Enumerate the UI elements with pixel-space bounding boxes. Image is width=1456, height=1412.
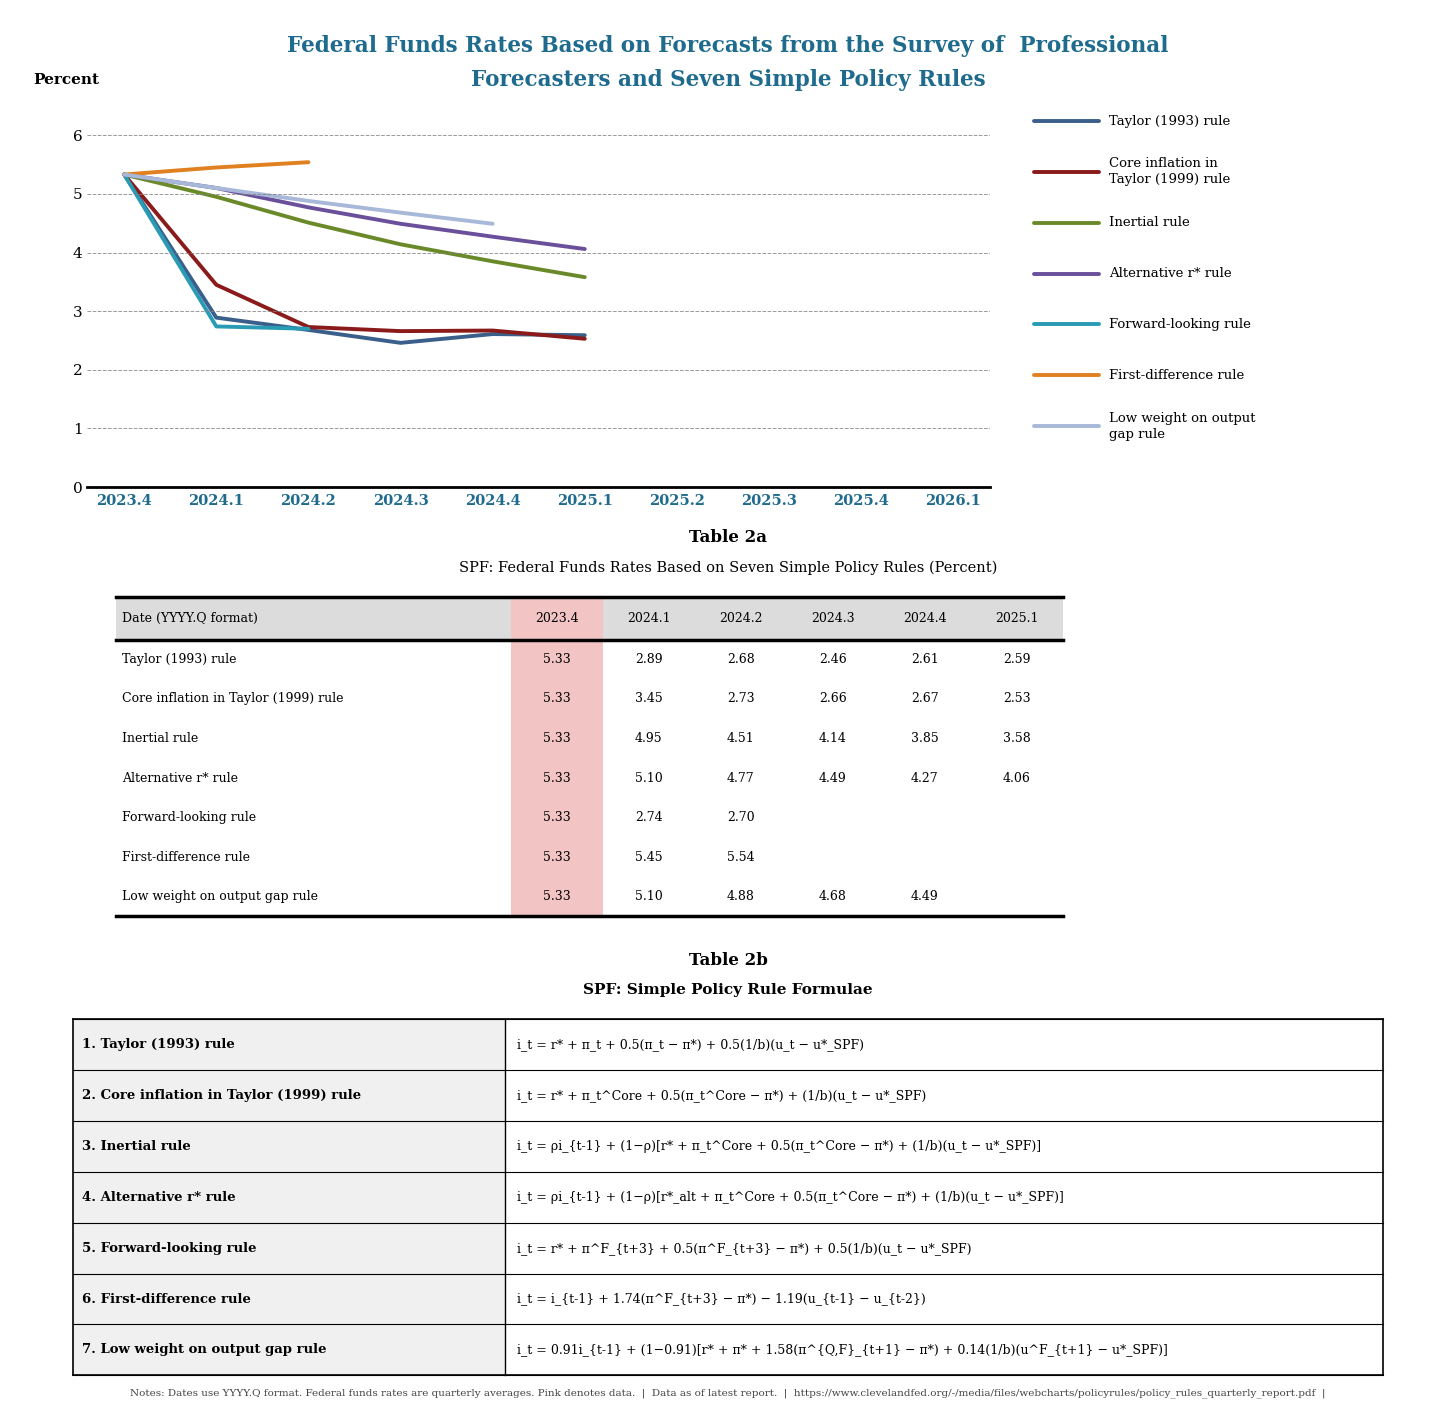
Text: 2024.4: 2024.4 xyxy=(903,611,946,626)
Text: Taylor (1993) rule: Taylor (1993) rule xyxy=(1109,114,1230,127)
Text: Alternative r* rule: Alternative r* rule xyxy=(122,771,239,785)
Text: 5.33: 5.33 xyxy=(543,731,571,746)
Text: 5.33: 5.33 xyxy=(543,692,571,706)
Text: Core inflation in
Taylor (1999) rule: Core inflation in Taylor (1999) rule xyxy=(1109,158,1230,186)
Text: 5.54: 5.54 xyxy=(727,850,754,864)
Text: 4.77: 4.77 xyxy=(727,771,754,785)
Text: Federal Funds Rates Based on Forecasts from the Survey of  Professional: Federal Funds Rates Based on Forecasts f… xyxy=(287,35,1169,58)
Text: 2.67: 2.67 xyxy=(911,692,939,706)
Text: 5.33: 5.33 xyxy=(543,890,571,904)
Text: i_t = r* + π_t + 0.5(π_t − π*) + 0.5(1/b)(u_t − u*_SPF): i_t = r* + π_t + 0.5(π_t − π*) + 0.5(1/b… xyxy=(517,1038,863,1052)
Text: Core inflation in Taylor (1999) rule: Core inflation in Taylor (1999) rule xyxy=(122,692,344,706)
Text: 5.45: 5.45 xyxy=(635,850,662,864)
Text: i_t = ρi_{t-1} + (1−ρ)[r* + π_t^Core + 0.5(π_t^Core − π*) + (1/b)(u_t − u*_SPF)]: i_t = ρi_{t-1} + (1−ρ)[r* + π_t^Core + 0… xyxy=(517,1139,1041,1154)
Text: 4.27: 4.27 xyxy=(911,771,939,785)
Text: i_t = 0.91i_{t-1} + (1−0.91)[r* + π* + 1.58(π^{Q,F}_{t+1} − π*) + 0.14(1/b)(u^F_: i_t = 0.91i_{t-1} + (1−0.91)[r* + π* + 1… xyxy=(517,1343,1168,1357)
Text: 2.66: 2.66 xyxy=(818,692,847,706)
Text: 2.70: 2.70 xyxy=(727,810,754,825)
Text: 5.33: 5.33 xyxy=(543,810,571,825)
Text: 4.68: 4.68 xyxy=(818,890,847,904)
Text: 4.49: 4.49 xyxy=(818,771,847,785)
Text: Low weight on output gap rule: Low weight on output gap rule xyxy=(122,890,319,904)
Text: SPF: Federal Funds Rates Based on Seven Simple Policy Rules (Percent): SPF: Federal Funds Rates Based on Seven … xyxy=(459,561,997,575)
Text: 3. Inertial rule: 3. Inertial rule xyxy=(82,1139,191,1154)
Text: 2.61: 2.61 xyxy=(911,652,939,666)
Text: Date (YYYY.Q format): Date (YYYY.Q format) xyxy=(122,611,258,626)
Text: 2.68: 2.68 xyxy=(727,652,754,666)
Text: First-difference rule: First-difference rule xyxy=(1109,369,1245,381)
Text: 1. Taylor (1993) rule: 1. Taylor (1993) rule xyxy=(82,1038,234,1052)
Text: 2023.4: 2023.4 xyxy=(534,611,578,626)
Text: 7. Low weight on output gap rule: 7. Low weight on output gap rule xyxy=(82,1343,326,1357)
Text: Inertial rule: Inertial rule xyxy=(122,731,198,746)
Text: 5.10: 5.10 xyxy=(635,771,662,785)
Text: i_t = i_{t-1} + 1.74(π^F_{t+3} − π*) − 1.19(u_{t-1} − u_{t-2}): i_t = i_{t-1} + 1.74(π^F_{t+3} − π*) − 1… xyxy=(517,1292,926,1306)
Text: 2.53: 2.53 xyxy=(1003,692,1031,706)
Text: Percent: Percent xyxy=(33,73,99,86)
Text: 2.89: 2.89 xyxy=(635,652,662,666)
Text: First-difference rule: First-difference rule xyxy=(122,850,250,864)
Text: Table 2b: Table 2b xyxy=(689,952,767,969)
Text: SPF: Simple Policy Rule Formulae: SPF: Simple Policy Rule Formulae xyxy=(584,983,872,997)
Text: Table 2a: Table 2a xyxy=(689,530,767,546)
Text: i_t = ρi_{t-1} + (1−ρ)[r*_alt + π_t^Core + 0.5(π_t^Core − π*) + (1/b)(u_t − u*_S: i_t = ρi_{t-1} + (1−ρ)[r*_alt + π_t^Core… xyxy=(517,1190,1064,1204)
Text: 2.74: 2.74 xyxy=(635,810,662,825)
Text: 4.49: 4.49 xyxy=(911,890,939,904)
Text: 4.95: 4.95 xyxy=(635,731,662,746)
Text: Forward-looking rule: Forward-looking rule xyxy=(122,810,256,825)
Text: Forward-looking rule: Forward-looking rule xyxy=(1109,318,1251,330)
Text: 4.14: 4.14 xyxy=(818,731,847,746)
Text: Inertial rule: Inertial rule xyxy=(1109,216,1190,229)
Text: 2024.1: 2024.1 xyxy=(628,611,671,626)
Text: 6. First-difference rule: 6. First-difference rule xyxy=(82,1292,250,1306)
Text: 3.45: 3.45 xyxy=(635,692,662,706)
Text: 2024.2: 2024.2 xyxy=(719,611,763,626)
Text: Forecasters and Seven Simple Policy Rules: Forecasters and Seven Simple Policy Rule… xyxy=(470,69,986,92)
Text: 2.73: 2.73 xyxy=(727,692,754,706)
Text: 3.85: 3.85 xyxy=(911,731,939,746)
Text: 4. Alternative r* rule: 4. Alternative r* rule xyxy=(82,1190,236,1204)
Text: Notes: Dates use YYYY.Q format. Federal funds rates are quarterly averages. Pink: Notes: Dates use YYYY.Q format. Federal … xyxy=(130,1388,1326,1398)
Text: 5.33: 5.33 xyxy=(543,850,571,864)
Text: 5. Forward-looking rule: 5. Forward-looking rule xyxy=(82,1241,256,1255)
Text: 5.10: 5.10 xyxy=(635,890,662,904)
Text: 2.46: 2.46 xyxy=(818,652,847,666)
Text: Taylor (1993) rule: Taylor (1993) rule xyxy=(122,652,237,666)
Text: i_t = r* + π^F_{t+3} + 0.5(π^F_{t+3} − π*) + 0.5(1/b)(u_t − u*_SPF): i_t = r* + π^F_{t+3} + 0.5(π^F_{t+3} − π… xyxy=(517,1241,971,1255)
Text: 2025.1: 2025.1 xyxy=(994,611,1038,626)
Text: 4.88: 4.88 xyxy=(727,890,754,904)
Text: i_t = r* + π_t^Core + 0.5(π_t^Core − π*) + (1/b)(u_t − u*_SPF): i_t = r* + π_t^Core + 0.5(π_t^Core − π*)… xyxy=(517,1089,926,1103)
Text: 4.51: 4.51 xyxy=(727,731,754,746)
Text: 5.33: 5.33 xyxy=(543,652,571,666)
Text: 2. Core inflation in Taylor (1999) rule: 2. Core inflation in Taylor (1999) rule xyxy=(82,1089,361,1103)
Text: 2024.3: 2024.3 xyxy=(811,611,855,626)
Text: Alternative r* rule: Alternative r* rule xyxy=(1109,267,1232,280)
Text: 3.58: 3.58 xyxy=(1003,731,1031,746)
Text: 5.33: 5.33 xyxy=(543,771,571,785)
Text: 4.06: 4.06 xyxy=(1003,771,1031,785)
Text: Low weight on output
gap rule: Low weight on output gap rule xyxy=(1109,412,1257,441)
Text: 2.59: 2.59 xyxy=(1003,652,1031,666)
